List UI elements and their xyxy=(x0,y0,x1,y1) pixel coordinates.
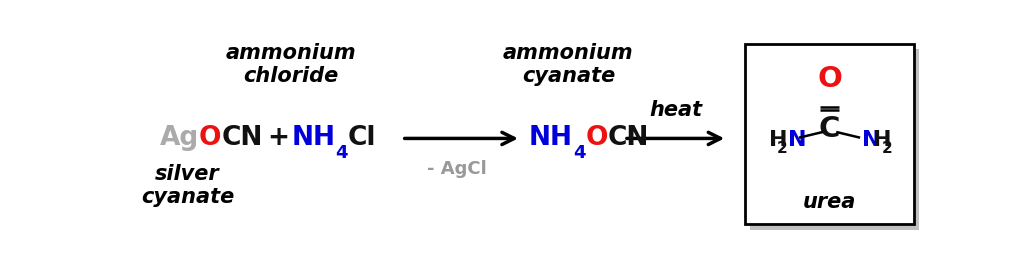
Text: - AgCl: - AgCl xyxy=(427,160,487,178)
Text: O: O xyxy=(586,126,608,151)
Text: silver
cyanate: silver cyanate xyxy=(141,164,234,207)
Text: ammonium
cyanate: ammonium cyanate xyxy=(503,43,634,86)
Text: 2: 2 xyxy=(882,141,893,156)
Text: H: H xyxy=(769,131,787,151)
Text: +: + xyxy=(267,126,289,151)
Text: O: O xyxy=(199,126,221,151)
Text: NH: NH xyxy=(291,126,335,151)
Text: C: C xyxy=(819,115,841,143)
Text: N: N xyxy=(788,131,807,151)
Bar xyxy=(751,49,920,230)
Text: O: O xyxy=(817,65,842,93)
Text: urea: urea xyxy=(803,192,856,212)
Text: 4: 4 xyxy=(335,144,348,162)
Text: heat: heat xyxy=(649,100,702,120)
Bar xyxy=(745,44,914,225)
Text: CN: CN xyxy=(608,126,649,151)
Text: H: H xyxy=(873,131,892,151)
Text: Ag: Ag xyxy=(160,126,199,151)
Text: Cl: Cl xyxy=(348,126,376,151)
Text: ammonium
chloride: ammonium chloride xyxy=(225,43,356,86)
Text: CN: CN xyxy=(221,126,263,151)
Text: 4: 4 xyxy=(572,144,586,162)
Text: N: N xyxy=(862,131,881,151)
Text: 2: 2 xyxy=(777,141,787,156)
Text: NH: NH xyxy=(528,126,572,151)
